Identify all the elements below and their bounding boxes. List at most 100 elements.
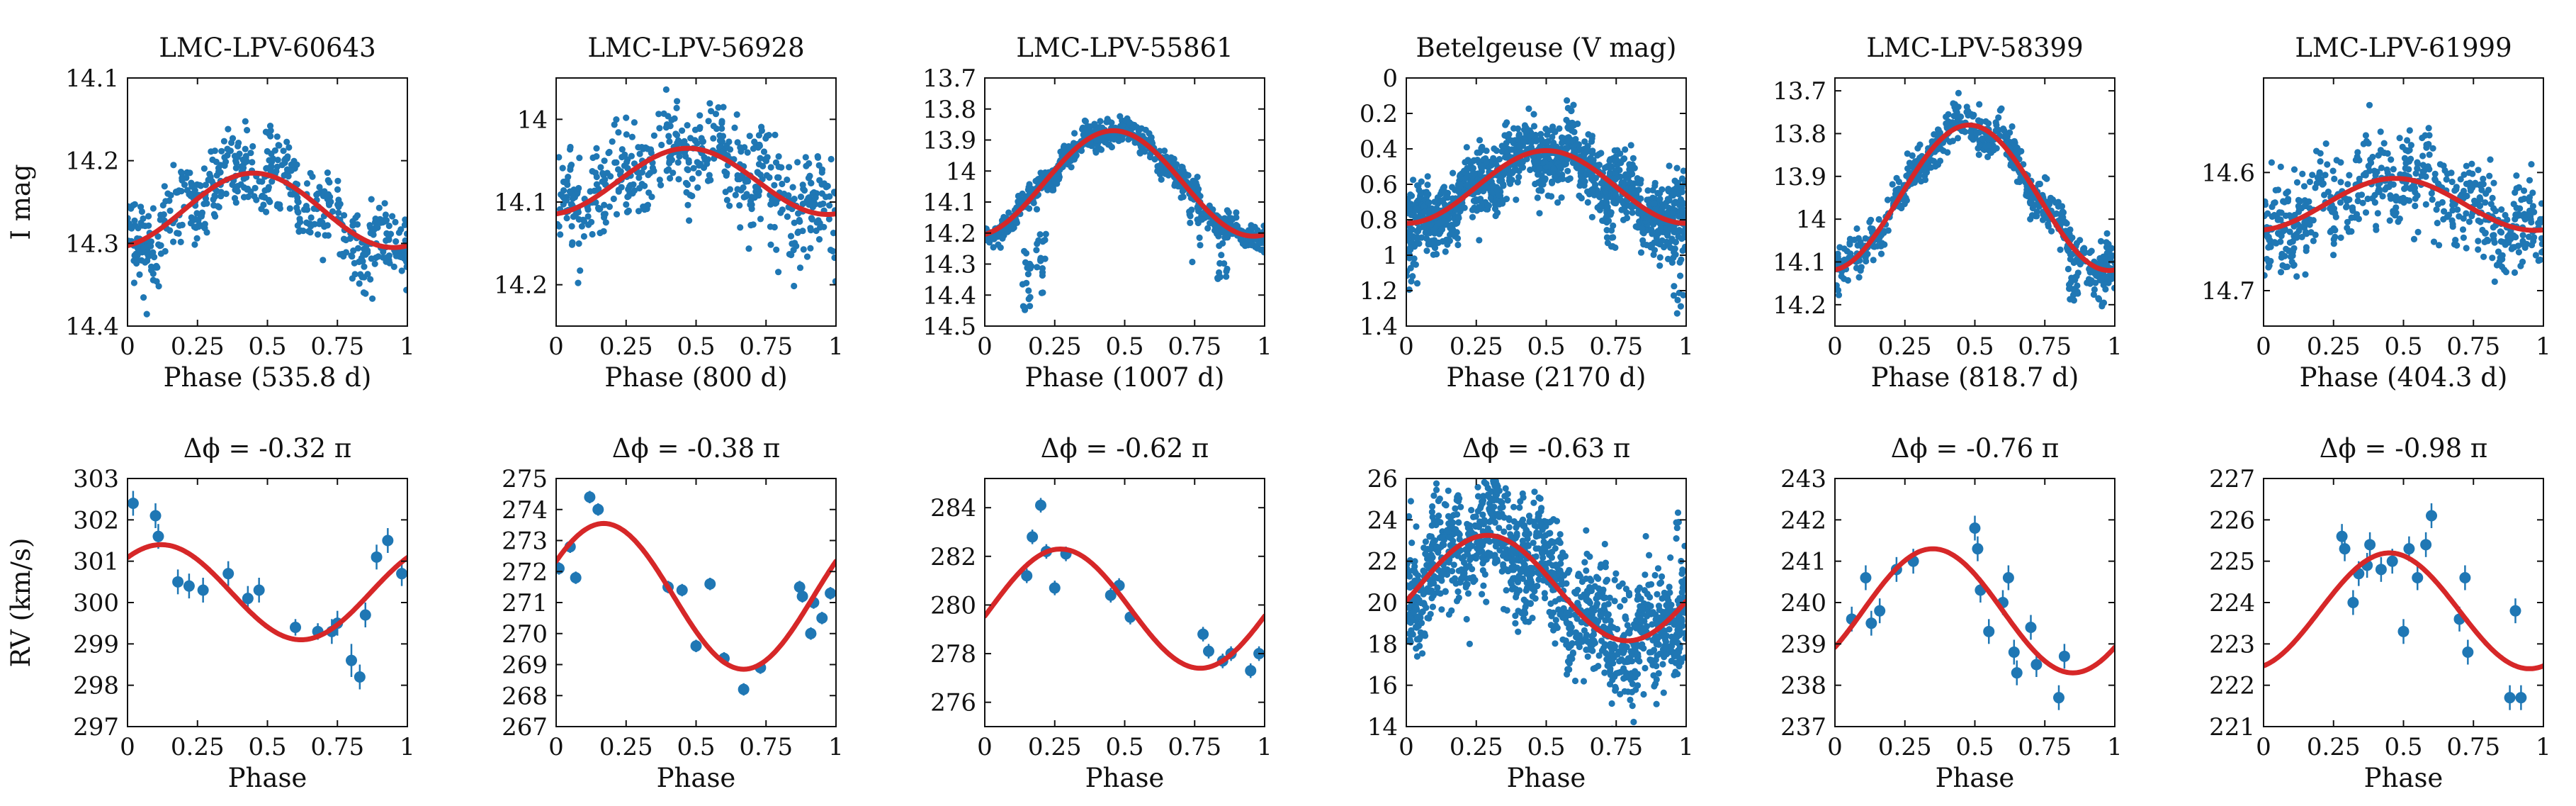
data-point [181, 181, 188, 189]
data-point [228, 139, 235, 146]
data-point [2337, 234, 2344, 241]
data-point [2431, 176, 2439, 183]
data-point [2386, 217, 2393, 224]
data-point [268, 162, 275, 169]
data-point [1021, 570, 1033, 582]
data-point [1455, 214, 1462, 222]
data-point [225, 125, 232, 133]
data-point [2498, 263, 2506, 270]
data-point [1676, 259, 1683, 266]
data-point [1424, 173, 1431, 180]
y-tick-label: 14.4 [922, 281, 976, 310]
data-point [1479, 143, 1486, 150]
data-point [569, 195, 577, 202]
data-point [1870, 257, 1877, 264]
data-point [2443, 176, 2450, 183]
data-point [260, 201, 267, 208]
data-point [2100, 281, 2107, 289]
data-point [2274, 216, 2281, 223]
data-point [2362, 169, 2369, 177]
data-point [791, 196, 798, 203]
data-point [131, 217, 138, 224]
fit-curve [556, 520, 836, 672]
fit-curve [128, 542, 407, 642]
data-point [2477, 181, 2484, 188]
data-point [1192, 179, 1199, 186]
data-point [1500, 197, 1507, 204]
data-point [786, 251, 793, 258]
data-point [2497, 254, 2504, 262]
data-point [382, 211, 390, 218]
data-point [1564, 104, 1571, 112]
data-point [157, 216, 164, 223]
data-point [1992, 119, 1999, 126]
data-point [567, 163, 574, 170]
data-point [676, 153, 683, 160]
data-point [307, 169, 314, 177]
data-point [1871, 243, 1878, 250]
data-point [1578, 174, 1585, 181]
data-point [623, 131, 630, 138]
data-point [1042, 230, 1049, 237]
data-point [222, 568, 235, 580]
data-point [1148, 138, 1156, 145]
data-point [589, 230, 596, 238]
data-point [2378, 164, 2385, 172]
data-point [1654, 218, 1661, 225]
data-point [2467, 187, 2474, 194]
data-point [1546, 169, 1553, 177]
data-point [2064, 265, 2072, 273]
data-point [2321, 191, 2328, 198]
data-point [2424, 163, 2431, 170]
data-point [244, 127, 251, 134]
data-point [2103, 239, 2110, 246]
data-point [602, 219, 609, 226]
y-tick-label: 14.2 [494, 272, 548, 300]
data-point [244, 186, 251, 193]
data-point [334, 186, 341, 193]
data-point [2523, 240, 2531, 247]
data-point [242, 152, 249, 159]
data-point [2322, 140, 2329, 147]
data-point [2430, 238, 2438, 245]
data-point [2371, 199, 2378, 206]
data-point [1564, 167, 1571, 174]
data-point [807, 245, 814, 252]
data-point [1514, 179, 1521, 186]
x-tick-label: 0.75 [2018, 332, 2072, 361]
data-point [1447, 225, 1454, 232]
data-point [1023, 279, 1030, 286]
data-point [1161, 147, 1168, 155]
data-point [1197, 628, 1209, 640]
data-point [2002, 131, 2009, 138]
data-point [1656, 196, 1663, 203]
data-point [1665, 186, 1672, 193]
x-tick-label: 1 [400, 332, 415, 361]
data-point [1549, 179, 1556, 186]
y-tick-label: 270 [502, 620, 548, 649]
fit-curve [1835, 122, 2115, 274]
data-point [815, 217, 822, 224]
data-point [2407, 142, 2414, 149]
data-point [1666, 239, 1673, 246]
data-point [802, 154, 809, 161]
data-point [2090, 291, 2097, 298]
data-point [198, 209, 205, 216]
data-point [774, 174, 781, 181]
data-point [597, 164, 604, 171]
data-point [824, 182, 831, 190]
data-point [1605, 217, 1612, 225]
data-point [1468, 507, 1475, 514]
data-point [1976, 141, 1984, 148]
data-point [2480, 175, 2487, 182]
data-point [716, 132, 723, 139]
data-point [183, 174, 190, 181]
data-point [1540, 181, 1547, 188]
data-point [2538, 249, 2543, 256]
data-point [569, 239, 576, 246]
data-point [1437, 198, 1445, 205]
data-point [723, 142, 730, 149]
data-point [803, 162, 810, 169]
errorbar-points-rv1 [128, 491, 407, 690]
data-point [2100, 299, 2108, 306]
